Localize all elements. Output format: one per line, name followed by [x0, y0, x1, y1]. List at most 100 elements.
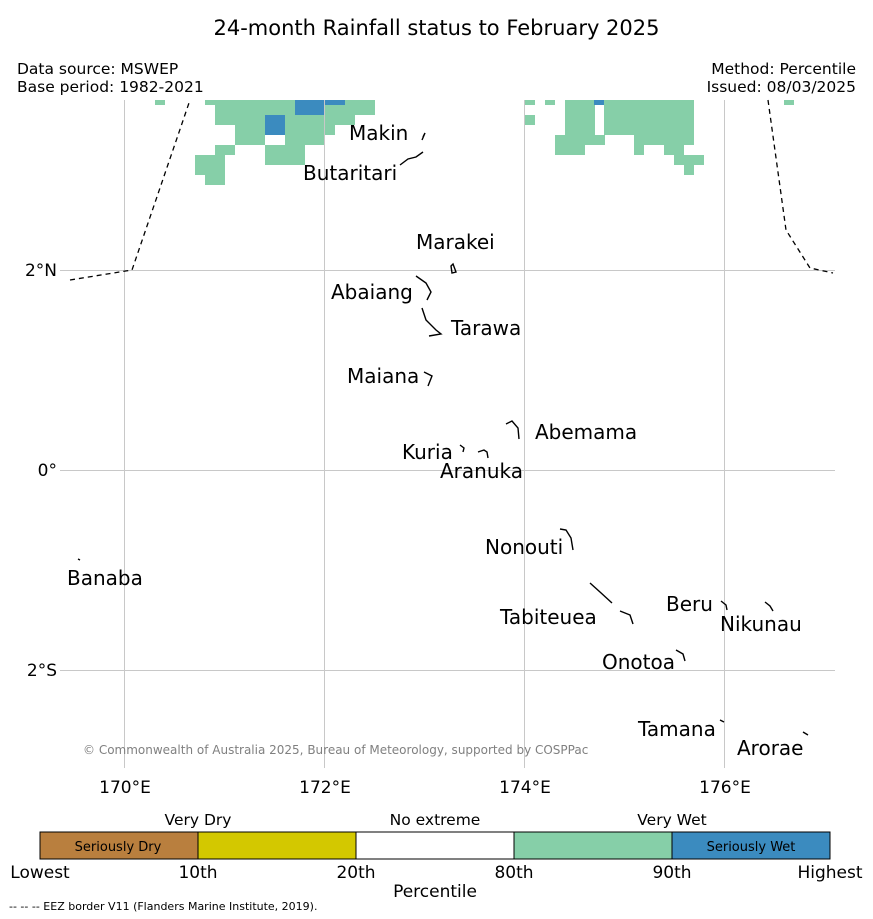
- very-wet-cell: [585, 135, 605, 145]
- colorbar-seg-seriously-dry: [40, 832, 198, 859]
- very-wet-cell: [565, 100, 595, 135]
- colorbar: [39, 831, 831, 860]
- lon-label-170e: 170°E: [99, 778, 151, 798]
- very-wet-cell: [215, 115, 265, 125]
- island-shape-onotoa: [675, 649, 686, 662]
- colorbar-seg-no-extreme: [356, 832, 514, 859]
- very-wet-cell: [634, 135, 644, 155]
- colorbar-category-no-extreme: No extreme: [390, 811, 481, 829]
- island-shape-makin: [421, 132, 426, 141]
- very-wet-cell: [265, 145, 305, 165]
- very-wet-cell: [694, 155, 704, 165]
- very-wet-cell: [664, 135, 694, 145]
- lon-label-174e: 174°E: [499, 778, 551, 798]
- very-wet-cell: [644, 135, 664, 145]
- island-outlines: [77, 132, 809, 736]
- very-wet-cell: [285, 135, 325, 145]
- colorbar-tick-90th: 90th: [652, 863, 691, 883]
- island-label-nikunau: Nikunau: [720, 612, 802, 636]
- colorbar-inner-seriously-dry: Seriously Dry: [75, 840, 162, 855]
- lat-label-2s: 2°S: [27, 661, 57, 681]
- very-wet-cell: [215, 145, 235, 155]
- very-wet-cell: [235, 125, 265, 145]
- very-wet-cell: [285, 125, 335, 135]
- island-label-nonouti: Nonouti: [485, 535, 563, 559]
- data-source-label: Data source: MSWEP: [17, 60, 179, 78]
- very-wet-cell: [345, 100, 375, 105]
- very-wet-cell: [525, 115, 535, 125]
- island-shape-marakei: [450, 262, 457, 274]
- colorbar-axis-label: Percentile: [393, 882, 477, 902]
- copyright-credit: © Commonwealth of Australia 2025, Bureau…: [83, 743, 588, 757]
- issued-label: Issued: 08/03/2025: [706, 78, 856, 96]
- lat-label-0: 0°: [38, 461, 57, 481]
- island-label-banaba: Banaba: [67, 566, 143, 590]
- very-wet-cell: [205, 100, 215, 105]
- island-label-abemama: Abemama: [535, 420, 637, 444]
- very-wet-cell: [604, 100, 694, 135]
- island-shape-abaiang: [415, 275, 432, 301]
- very-wet-cell: [684, 155, 694, 175]
- island-label-kuria: Kuria: [402, 440, 453, 464]
- colorbar-tick-80th: 80th: [494, 863, 533, 883]
- island-shape-kuria: [459, 444, 465, 453]
- island-label-makin: Makin: [349, 121, 408, 145]
- seriously-wet-cell: [265, 115, 285, 135]
- colorbar-category-very-dry: Very Dry: [165, 811, 232, 829]
- eez-border: [69, 99, 834, 281]
- map-title: 24-month Rainfall status to February 202…: [213, 16, 660, 40]
- map-gridlines: [60, 100, 835, 768]
- island-shape-tabiteuea: [589, 582, 634, 625]
- method-label: Method: Percentile: [711, 60, 856, 78]
- very-wet-cell: [674, 155, 684, 165]
- island-shape-tamana: [719, 719, 725, 723]
- island-shape-aranuka: [477, 449, 489, 459]
- island-label-tamana: Tamana: [637, 717, 716, 741]
- rainfall-cells: [155, 100, 794, 185]
- very-wet-cell: [784, 100, 794, 105]
- lat-label-2n: 2°N: [25, 261, 57, 281]
- very-wet-cell: [325, 105, 375, 115]
- colorbar-seg-seriously-wet: [672, 832, 830, 859]
- colorbar-tick-10th: 10th: [178, 863, 217, 883]
- island-label-aranuka: Aranuka: [440, 459, 523, 483]
- colorbar-seg-very-dry: [198, 832, 356, 859]
- colorbar-seg-very-wet: [514, 832, 672, 859]
- island-label-onotoa: Onotoa: [602, 650, 675, 674]
- island-shape-abemama: [505, 420, 520, 440]
- colorbar-tick-lowest: Lowest: [10, 863, 70, 883]
- base-period-label: Base period: 1982-2021: [17, 78, 204, 96]
- colorbar-category-very-wet: Very Wet: [637, 811, 706, 829]
- very-wet-cell: [555, 135, 585, 155]
- seriously-wet-cell: [594, 100, 604, 105]
- very-wet-cell: [285, 115, 355, 125]
- very-wet-cell: [155, 100, 165, 105]
- very-wet-cell: [664, 145, 684, 155]
- island-shape-nikunau: [764, 601, 774, 612]
- lon-label-176e: 176°E: [699, 778, 751, 798]
- island-label-butaritari: Butaritari: [303, 161, 397, 185]
- island-label-abaiang: Abaiang: [331, 280, 413, 304]
- eez-border-note: -- -- -- EEZ border V11 (Flanders Marine…: [9, 900, 318, 913]
- very-wet-cell: [205, 175, 225, 185]
- colorbar-tick-highest: Highest: [797, 863, 862, 883]
- island-shape-tarawa: [421, 307, 443, 337]
- island-label-maiana: Maiana: [347, 364, 419, 388]
- lon-label-172e: 172°E: [299, 778, 351, 798]
- colorbar-tick-20th: 20th: [336, 863, 375, 883]
- island-shape-nonouti: [559, 528, 574, 551]
- island-shape-maiana: [423, 371, 433, 387]
- island-shape-beru: [720, 600, 728, 611]
- very-wet-cell: [525, 100, 535, 105]
- seriously-wet-cell: [295, 100, 325, 115]
- very-wet-cell: [545, 100, 555, 105]
- island-label-tarawa: Tarawa: [450, 316, 521, 340]
- seriously-wet-cell: [325, 100, 345, 105]
- island-label-marakei: Marakei: [416, 230, 495, 254]
- colorbar-inner-seriously-wet: Seriously Wet: [707, 840, 796, 855]
- island-shape-arorae: [802, 731, 809, 736]
- island-shape-butaritari: [399, 151, 424, 166]
- island-label-arorae: Arorae: [737, 736, 803, 760]
- very-wet-cell: [195, 155, 225, 175]
